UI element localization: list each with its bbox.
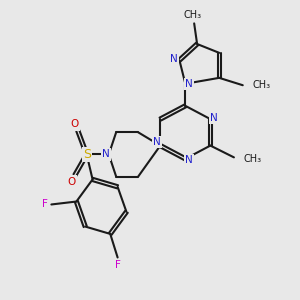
Text: F: F [115,260,121,270]
Text: N: N [185,79,193,89]
Text: N: N [170,54,178,64]
Text: N: N [185,155,193,165]
Text: CH₃: CH₃ [184,10,202,20]
Text: S: S [83,148,91,161]
Text: N: N [210,112,218,123]
Text: N: N [102,149,110,159]
Text: O: O [67,176,76,187]
Text: F: F [42,200,48,209]
Text: CH₃: CH₃ [243,154,262,164]
Text: CH₃: CH₃ [252,80,270,90]
Text: O: O [70,119,79,129]
Text: N: N [153,137,160,147]
